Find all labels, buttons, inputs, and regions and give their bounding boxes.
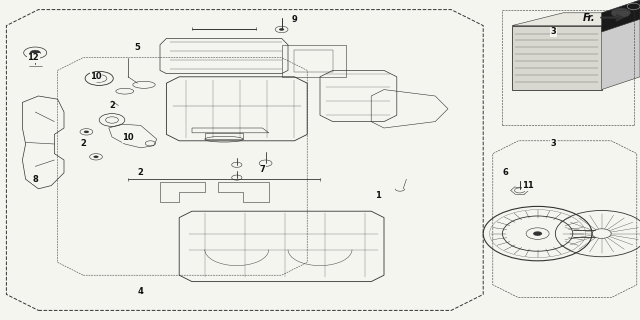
Text: 12: 12	[28, 53, 39, 62]
Circle shape	[93, 156, 99, 158]
Text: 10: 10	[122, 133, 134, 142]
Circle shape	[30, 50, 40, 55]
Circle shape	[611, 8, 630, 18]
Circle shape	[279, 28, 284, 31]
Text: 5: 5	[134, 44, 141, 52]
Text: 3: 3	[551, 28, 556, 36]
Text: 8: 8	[33, 175, 38, 184]
Text: Fr.: Fr.	[582, 12, 595, 23]
Text: 2: 2	[138, 168, 144, 177]
Text: 7: 7	[260, 165, 265, 174]
Polygon shape	[512, 13, 640, 26]
Circle shape	[84, 131, 89, 133]
Text: 6: 6	[502, 168, 509, 177]
Text: 2: 2	[109, 101, 115, 110]
Polygon shape	[512, 26, 602, 90]
Polygon shape	[602, 13, 640, 90]
Text: 11: 11	[522, 181, 534, 190]
Text: 4: 4	[138, 287, 144, 296]
Text: 9: 9	[292, 15, 297, 24]
Text: 2: 2	[80, 140, 86, 148]
Text: 1: 1	[374, 191, 381, 200]
Text: 10: 10	[90, 72, 102, 81]
Polygon shape	[602, 0, 640, 32]
Text: 3: 3	[551, 140, 556, 148]
Circle shape	[533, 231, 542, 236]
